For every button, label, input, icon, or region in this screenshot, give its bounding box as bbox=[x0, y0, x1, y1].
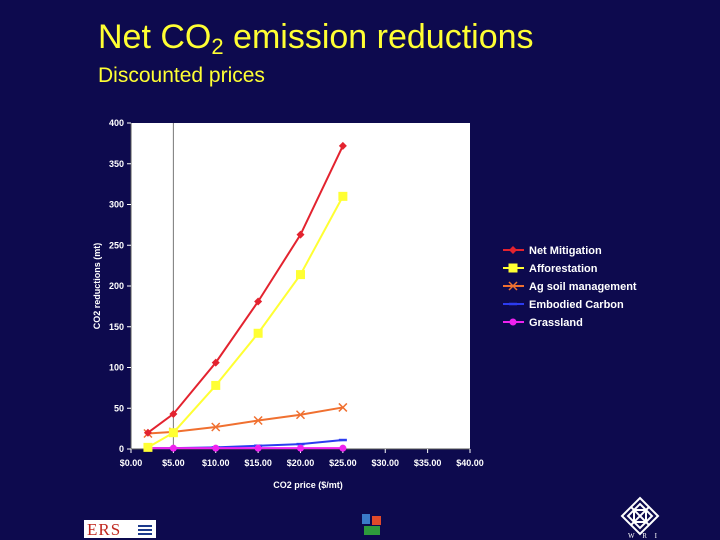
y-tick-label: 50 bbox=[114, 403, 124, 413]
ers-logo-text: ERS bbox=[87, 520, 122, 538]
wri-logo bbox=[620, 496, 660, 536]
data-point-grassland bbox=[297, 444, 304, 452]
series-layer bbox=[143, 141, 348, 452]
y-tick-label: 350 bbox=[109, 159, 124, 169]
legend-label-embodied-carbon: Embodied Carbon bbox=[529, 299, 624, 311]
data-point-net-mitigation bbox=[338, 141, 347, 150]
legend-marker-ag-soil-management bbox=[508, 281, 518, 291]
y-tick-label: 250 bbox=[109, 240, 124, 250]
x-tick-label: $5.00 bbox=[162, 458, 185, 468]
data-point-grassland bbox=[169, 444, 177, 452]
y-tick-label: 150 bbox=[109, 322, 124, 332]
x-tick-label: $20.00 bbox=[287, 458, 315, 468]
legend-label-afforestation: Afforestation bbox=[529, 263, 598, 275]
data-point-ag-soil-management bbox=[338, 402, 348, 412]
data-point-afforestation bbox=[211, 380, 221, 390]
legend-label-ag-soil-management: Ag soil management bbox=[529, 281, 637, 293]
y-tick-label: 200 bbox=[109, 281, 124, 291]
data-point-net-mitigation bbox=[143, 428, 152, 437]
x-tick-label: $0.00 bbox=[120, 458, 143, 468]
x-axis-label: CO2 price ($/mt) bbox=[273, 480, 343, 490]
data-point-grassland bbox=[212, 444, 220, 452]
y-axis-label: CO2 reductions (mt) bbox=[92, 243, 102, 330]
data-point-afforestation bbox=[253, 328, 263, 338]
ers-logo: ERS bbox=[84, 520, 156, 538]
data-point-afforestation bbox=[168, 428, 178, 438]
x-tick-label: $10.00 bbox=[202, 458, 230, 468]
title-rest: emission reductions bbox=[223, 18, 534, 56]
legend-marker-net-mitigation bbox=[509, 246, 517, 254]
ers-logo-mark bbox=[138, 523, 152, 535]
x-tick-label: $40.00 bbox=[456, 458, 484, 468]
x-tick-label: $25.00 bbox=[329, 458, 357, 468]
title-main: Net CO bbox=[98, 18, 212, 56]
series-line-net-mitigation bbox=[147, 145, 344, 434]
y-tick-label: 400 bbox=[109, 118, 124, 128]
data-point-ag-soil-management bbox=[295, 410, 306, 420]
agency-logo bbox=[362, 514, 381, 535]
title-subscript: 2 bbox=[211, 34, 224, 59]
data-point-afforestation bbox=[143, 442, 153, 452]
data-point-grassland bbox=[254, 444, 262, 452]
data-point-net-mitigation bbox=[296, 230, 305, 239]
legend: Net Mitigation Afforestation Ag soil manag… bbox=[503, 245, 637, 329]
co2-chart: 0 50 100 150 200 250 300 350 400 $0.00 $5.00 $10.00… bbox=[92, 118, 637, 490]
wri-logo-text: W R I bbox=[628, 532, 660, 540]
x-tick-label: $35.00 bbox=[414, 458, 442, 468]
x-tick-label: $30.00 bbox=[371, 458, 399, 468]
data-point-afforestation bbox=[296, 270, 305, 280]
y-tick-label: 0 bbox=[119, 444, 124, 454]
legend-marker-afforestation bbox=[508, 263, 518, 273]
legend-label-grassland: Grassland bbox=[529, 317, 583, 329]
legend-marker-grassland bbox=[509, 318, 517, 326]
data-point-net-mitigation bbox=[169, 409, 178, 418]
data-point-grassland bbox=[339, 444, 347, 452]
data-point-afforestation bbox=[338, 191, 348, 201]
y-tick-label: 100 bbox=[109, 363, 124, 373]
data-point-ag-soil-management bbox=[253, 415, 263, 426]
y-tick-label: 300 bbox=[109, 200, 124, 210]
data-point-ag-soil-management bbox=[211, 422, 221, 432]
data-point-net-mitigation bbox=[254, 297, 263, 306]
x-tick-label: $15.00 bbox=[244, 458, 272, 468]
axis-layer: 0 50 100 150 200 250 300 350 400 $0.00 $5.00 $10.00… bbox=[109, 118, 484, 468]
page-subtitle: Discounted prices bbox=[98, 64, 265, 87]
page-title: Net CO2 emission reductions bbox=[98, 18, 534, 60]
plot-area bbox=[131, 123, 470, 449]
data-point-net-mitigation bbox=[211, 358, 220, 367]
legend-label-net-mitigation: Net Mitigation bbox=[529, 245, 602, 257]
